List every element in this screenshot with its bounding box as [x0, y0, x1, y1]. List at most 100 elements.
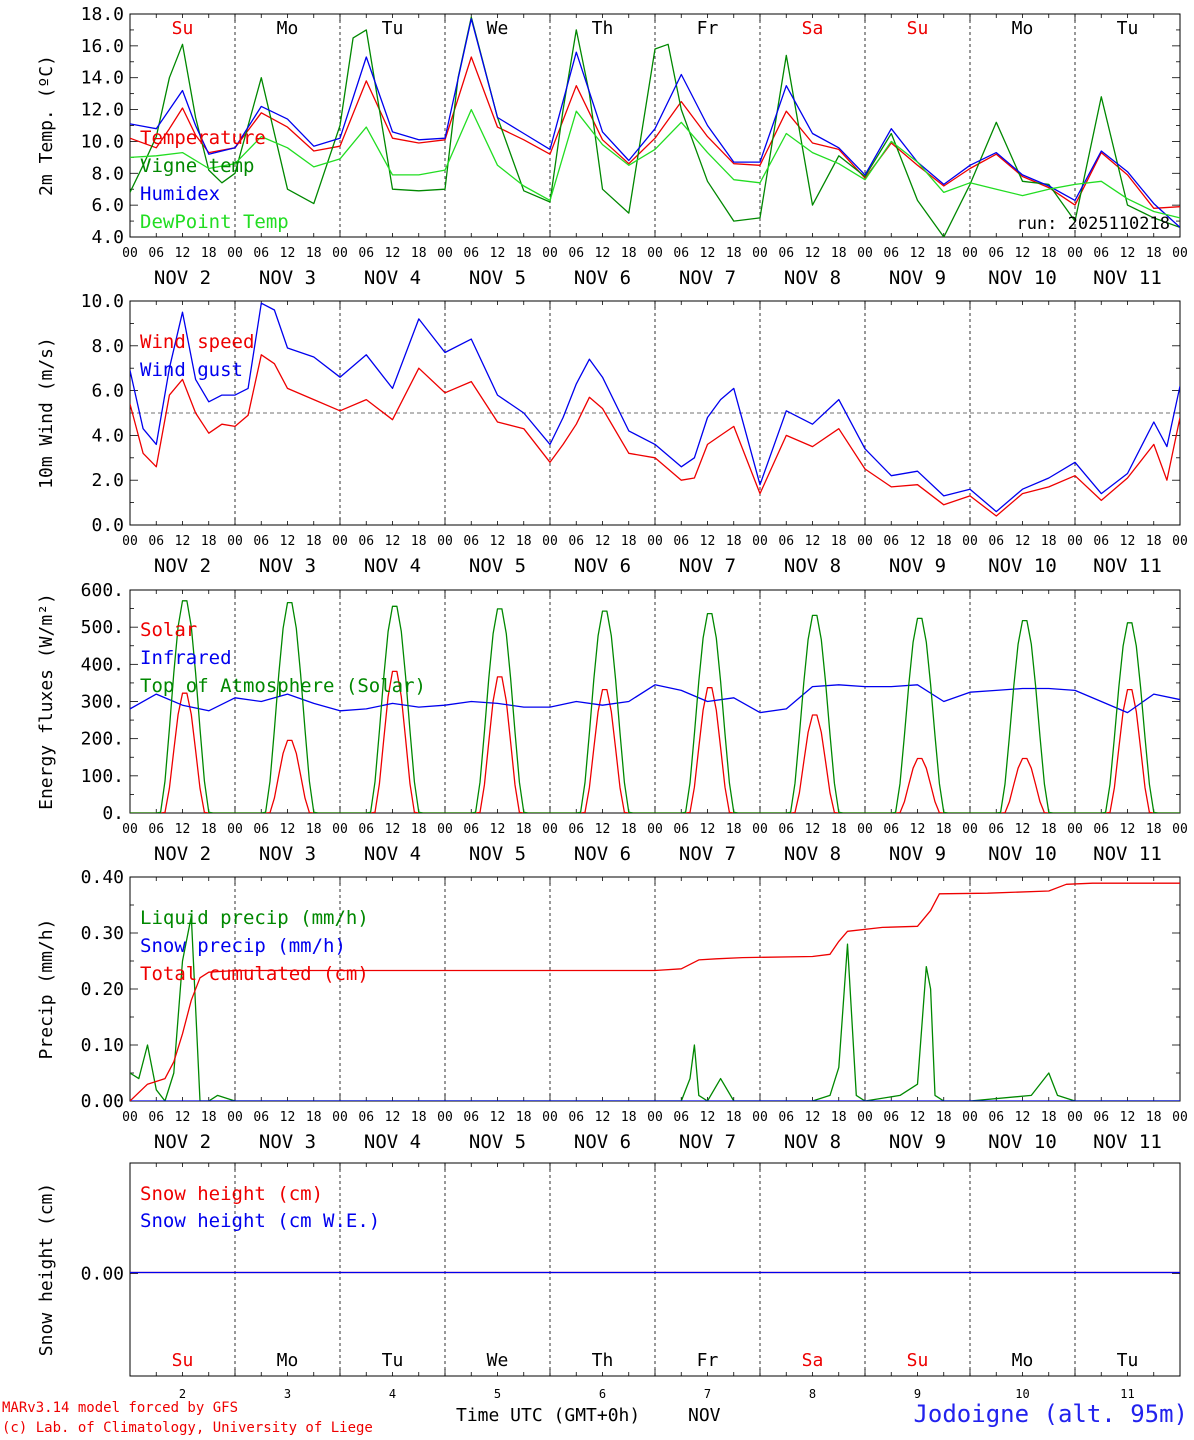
hour-label: 12 [175, 246, 191, 261]
hour-label: 12 [280, 1110, 296, 1125]
hour-label: 12 [175, 534, 191, 549]
date-label: NOV 8 [784, 843, 841, 865]
hour-label: 06 [148, 822, 164, 837]
weekday-label: Sa [802, 18, 824, 39]
date-label: NOV 10 [988, 555, 1057, 577]
y-tick-label: 16.0 [81, 36, 124, 57]
hour-label: 00 [122, 534, 138, 549]
hour-label: 06 [568, 246, 584, 261]
hour-label: 12 [280, 534, 296, 549]
day-number-label: 10 [1015, 1387, 1029, 1401]
hour-label: 00 [227, 1110, 243, 1125]
hour-label: 00 [752, 534, 768, 549]
hour-label: 06 [148, 534, 164, 549]
hour-label: 18 [1041, 534, 1057, 549]
hour-label: 18 [1041, 1110, 1057, 1125]
hour-label: 00 [962, 534, 978, 549]
date-label: NOV 3 [259, 555, 316, 577]
y-tick-label: 0.00 [81, 1091, 124, 1112]
date-label: NOV 5 [469, 555, 526, 577]
y-tick-label: 200. [81, 729, 124, 750]
hour-label: 00 [542, 1110, 558, 1125]
date-label: NOV 7 [679, 1131, 736, 1153]
hour-label: 00 [1067, 822, 1083, 837]
y-tick-label: 18.0 [81, 4, 124, 25]
y-axis-label: 2m Temp. (ºC) [36, 55, 57, 196]
date-label: NOV 4 [364, 1131, 421, 1153]
y-tick-label: 12.0 [81, 100, 124, 121]
date-label: NOV 9 [889, 267, 946, 289]
hour-label: 18 [201, 822, 217, 837]
hour-label: 12 [1015, 534, 1031, 549]
day-number-label: 8 [809, 1387, 816, 1401]
legend-entry: DewPoint Temp [140, 211, 289, 233]
hour-label: 18 [936, 822, 952, 837]
y-tick-label: 2.0 [91, 470, 124, 491]
weekday-label: Tu [382, 1350, 404, 1371]
y-tick-label: 8.0 [91, 163, 124, 184]
hour-label: 18 [621, 534, 637, 549]
series-line-infrared [130, 684, 1180, 714]
hour-label: 18 [831, 534, 847, 549]
hour-label: 18 [936, 1110, 952, 1125]
date-label: NOV 8 [784, 555, 841, 577]
hour-label: 06 [253, 1110, 269, 1125]
y-tick-label: 300. [81, 692, 124, 713]
legend-entry: Top of Atmosphere (Solar) [140, 675, 426, 697]
hour-label: 18 [411, 534, 427, 549]
hour-label: 06 [253, 246, 269, 261]
hour-label: 18 [306, 246, 322, 261]
date-label: NOV 11 [1093, 267, 1162, 289]
date-label: NOV 9 [889, 1131, 946, 1153]
series-line-vigne-temp [130, 16, 1180, 237]
hour-label: 06 [1093, 246, 1109, 261]
y-tick-label: 0. [102, 803, 124, 824]
date-label: NOV 2 [154, 267, 211, 289]
weekday-label: Tu [1117, 1350, 1139, 1371]
time-axis-title: Time UTC (GMT+0h) [456, 1405, 641, 1426]
hour-label: 06 [673, 822, 689, 837]
hour-label: 06 [1093, 534, 1109, 549]
hour-label: 06 [148, 246, 164, 261]
hour-label: 06 [673, 534, 689, 549]
hour-label: 06 [778, 822, 794, 837]
hour-label: 06 [883, 246, 899, 261]
hour-label: 12 [385, 822, 401, 837]
y-tick-label: 14.0 [81, 68, 124, 89]
hour-label: 12 [700, 1110, 716, 1125]
weekday-label: Fr [697, 18, 719, 39]
hour-label: 00 [857, 534, 873, 549]
legend-entry: Total cumulated (cm) [140, 963, 369, 985]
hour-label: 12 [910, 246, 926, 261]
hour-label: 00 [752, 1110, 768, 1125]
hour-label: 00 [122, 1110, 138, 1125]
date-label: NOV 2 [154, 555, 211, 577]
date-label: NOV 3 [259, 1131, 316, 1153]
hour-label: 06 [988, 534, 1004, 549]
date-label: NOV 3 [259, 267, 316, 289]
legend-entry: Snow height (cm W.E.) [140, 1210, 380, 1232]
location-title: Jodoigne (alt. 95m) [913, 1400, 1188, 1428]
date-label: NOV 2 [154, 1131, 211, 1153]
hour-label: 06 [358, 246, 374, 261]
hour-label: 12 [1120, 1110, 1136, 1125]
hour-label: 12 [385, 1110, 401, 1125]
hour-label: 12 [490, 822, 506, 837]
hour-label: 18 [1146, 534, 1162, 549]
date-label: NOV 6 [574, 555, 631, 577]
hour-label: 18 [1146, 1110, 1162, 1125]
hour-label: 00 [437, 1110, 453, 1125]
hour-label: 00 [332, 246, 348, 261]
date-label: NOV 5 [469, 843, 526, 865]
hour-label: 12 [280, 822, 296, 837]
hour-label: 12 [1015, 246, 1031, 261]
legend-entry: Snow precip (mm/h) [140, 935, 346, 957]
hour-label: 18 [411, 246, 427, 261]
hour-label: 12 [385, 246, 401, 261]
hour-label: 12 [1120, 822, 1136, 837]
hour-label: 18 [621, 822, 637, 837]
hour-label: 00 [332, 822, 348, 837]
hour-label: 12 [490, 246, 506, 261]
hour-label: 06 [1093, 1110, 1109, 1125]
hour-label: 06 [253, 822, 269, 837]
